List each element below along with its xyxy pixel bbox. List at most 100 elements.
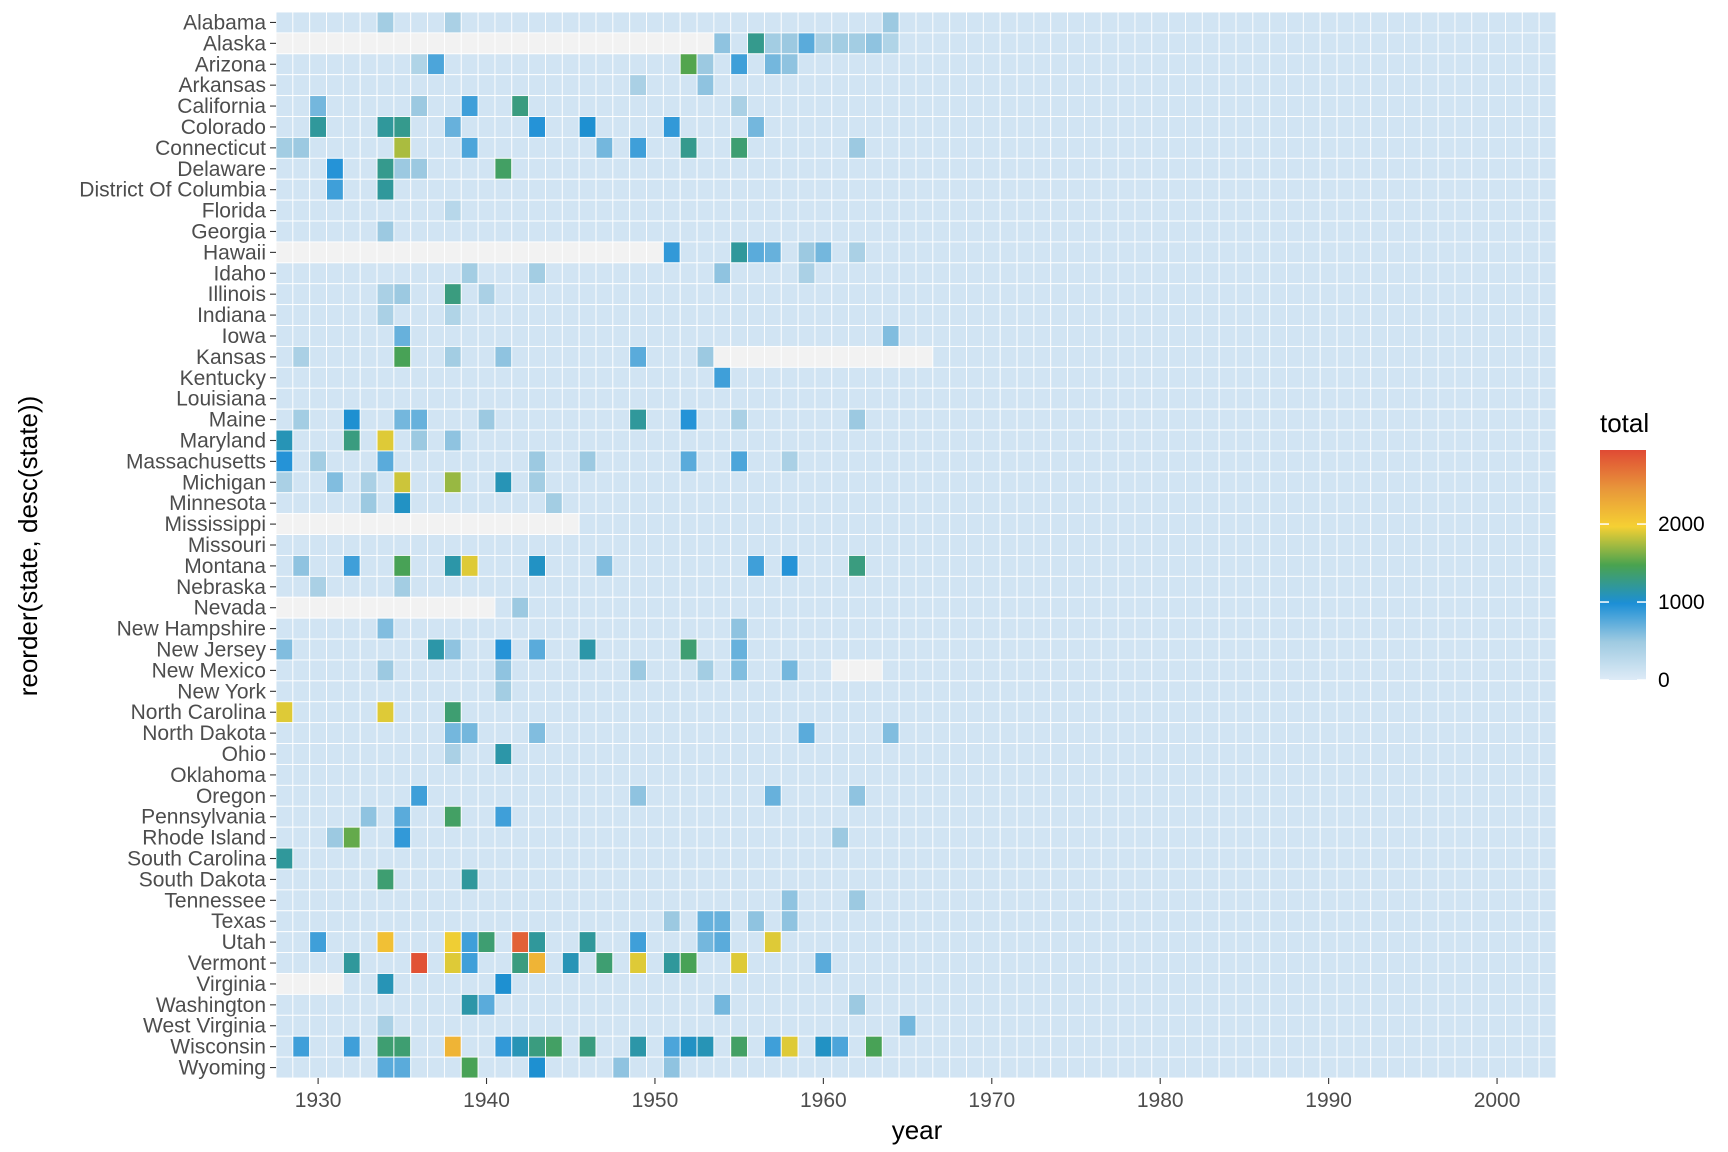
heatmap-cell [831, 784, 850, 807]
heatmap-cell [1151, 764, 1170, 786]
heatmap-cell [763, 283, 782, 306]
heatmap-cell [612, 784, 631, 807]
heatmap-cell [949, 116, 967, 138]
heatmap-cell [646, 74, 664, 97]
heatmap-cell [292, 408, 311, 431]
heatmap-cell [898, 178, 917, 201]
heatmap-cell [662, 952, 681, 974]
heatmap-cell [797, 555, 816, 577]
heatmap-cell [1420, 659, 1439, 682]
heatmap-cell [410, 722, 429, 745]
heatmap-cell [1100, 429, 1119, 452]
heatmap-cell [1083, 471, 1102, 494]
heatmap-cell [662, 931, 681, 954]
heatmap-cell [1269, 450, 1287, 473]
heatmap-cell [1488, 241, 1506, 264]
heatmap-cell [865, 617, 883, 640]
heatmap-cell [1201, 241, 1220, 264]
heatmap-cell [460, 95, 479, 117]
heatmap-cell [595, 993, 614, 1016]
heatmap-cell [848, 450, 866, 473]
heatmap-cell [275, 555, 294, 577]
heatmap-cell [1033, 784, 1052, 807]
heatmap-cell [1168, 157, 1186, 180]
heatmap-cell [1201, 262, 1220, 285]
heatmap-cell [1353, 805, 1372, 828]
heatmap-cell [966, 889, 984, 912]
heatmap-cell [393, 429, 412, 452]
heatmap-cell [1353, 764, 1372, 786]
heatmap-cell [1151, 471, 1170, 494]
heatmap-cell [595, 805, 614, 828]
heatmap-cell [1067, 11, 1085, 34]
heatmap-cell [662, 638, 681, 661]
heatmap-cell [982, 471, 1001, 494]
heatmap-cell [1134, 53, 1153, 76]
heatmap-cell [881, 910, 900, 933]
heatmap-cell [881, 157, 900, 180]
heatmap-cell [1252, 1035, 1271, 1058]
heatmap-cell [1134, 659, 1153, 682]
heatmap-cell [1471, 952, 1490, 974]
heatmap-cell [949, 722, 967, 745]
heatmap-cell [1319, 1035, 1338, 1058]
heatmap-cell [1252, 826, 1271, 849]
heatmap-cell [1437, 283, 1456, 306]
heatmap-cell [881, 1014, 900, 1037]
heatmap-cell [1100, 325, 1119, 347]
heatmap-cell [982, 283, 1001, 306]
heatmap-cell [1403, 952, 1422, 974]
heatmap-cell [763, 659, 782, 682]
heatmap-cell [410, 304, 429, 326]
heatmap-cell [612, 345, 631, 368]
heatmap-cell [1201, 1035, 1220, 1058]
heatmap-cell [814, 53, 833, 76]
heatmap-cell [1134, 973, 1153, 995]
heatmap-cell [1235, 784, 1254, 807]
heatmap-cell [797, 53, 816, 76]
heatmap-cell [612, 805, 631, 828]
heatmap-cell [848, 95, 866, 117]
heatmap-cell [646, 722, 664, 745]
heatmap-cell [1538, 366, 1557, 389]
heatmap-cell [848, 283, 866, 306]
heatmap-cell [477, 471, 496, 494]
heatmap-cell [1252, 74, 1271, 97]
heatmap-cell [578, 784, 597, 807]
heatmap-cell [915, 805, 934, 828]
heatmap-cell [1319, 617, 1338, 640]
heatmap-cell [477, 952, 496, 974]
heatmap-cell [1302, 680, 1321, 703]
heatmap-cell [1319, 262, 1338, 285]
heatmap-cell [460, 596, 479, 619]
heatmap-cell [595, 722, 614, 745]
heatmap-cell [966, 345, 984, 368]
heatmap-cell [797, 847, 816, 870]
heatmap-cell [1235, 826, 1254, 849]
heatmap-cell [999, 680, 1018, 703]
heatmap-cell [1521, 993, 1540, 1016]
heatmap-cell [1437, 157, 1456, 180]
heatmap-cell [932, 680, 951, 703]
heatmap-cell [443, 366, 462, 389]
heatmap-cell [999, 868, 1018, 891]
heatmap-cell [545, 199, 563, 222]
heatmap-cell [1100, 116, 1119, 138]
heatmap-cell [1286, 784, 1304, 807]
heatmap-cell [865, 429, 883, 452]
heatmap-cell [595, 178, 614, 201]
heatmap-cell [1201, 575, 1220, 598]
heatmap-cell [1471, 575, 1490, 598]
heatmap-cell [679, 638, 698, 661]
heatmap-cell [1505, 262, 1523, 285]
heatmap-cell [1235, 325, 1254, 347]
heatmap-cell [763, 116, 782, 138]
heatmap-cell [561, 555, 580, 577]
heatmap-cell [966, 931, 984, 954]
heatmap-cell [898, 722, 917, 745]
heatmap-cell [1218, 513, 1237, 536]
heatmap-cell [1218, 366, 1237, 389]
heatmap-cell [763, 534, 782, 556]
heatmap-cell [1067, 889, 1085, 912]
heatmap-cell [763, 701, 782, 724]
